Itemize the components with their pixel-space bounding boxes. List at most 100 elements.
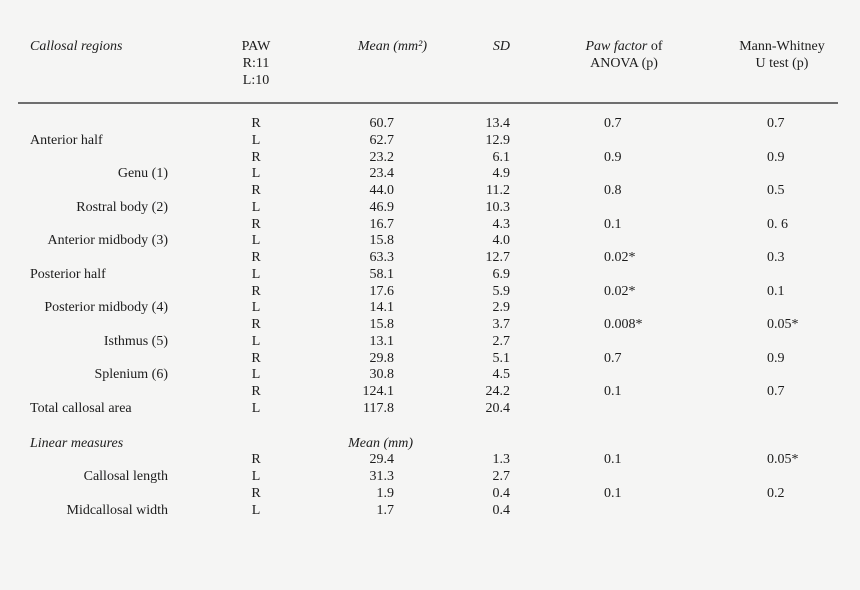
sd-cell: 13.4 bbox=[485, 116, 511, 131]
region-cell: Anterior half bbox=[30, 132, 103, 148]
mean-cell: 62.7 bbox=[369, 132, 395, 148]
sd-cell: 0.4 bbox=[492, 485, 511, 501]
paw-cell: L bbox=[251, 166, 261, 182]
anova-p-cell: 0.1 bbox=[604, 384, 622, 399]
mw-p-cell: 0.2 bbox=[767, 485, 785, 501]
paw-cell: R bbox=[251, 149, 261, 165]
sd-cell: 6.1 bbox=[492, 149, 511, 165]
paw-cell: L bbox=[251, 199, 261, 215]
anova-p-cell bbox=[510, 503, 700, 520]
sd-cell: 12.7 bbox=[485, 250, 511, 265]
header-mw-line1: Mann-Whitney bbox=[739, 39, 825, 54]
mean-cell: 44.0 bbox=[369, 183, 395, 198]
header-paw-label: PAW bbox=[241, 39, 271, 54]
table-row: R 16.7 4.3 0.1 0. 6 bbox=[30, 217, 830, 234]
sd-cell: 6.9 bbox=[492, 266, 511, 282]
paw-cell: L bbox=[251, 233, 261, 249]
anova-p-cell: 0.7 bbox=[604, 116, 622, 131]
paw-cell: R bbox=[251, 183, 261, 198]
paw-cell: R bbox=[251, 116, 261, 131]
mean-cell: 60.7 bbox=[369, 116, 395, 131]
region-cell bbox=[30, 250, 178, 267]
sd-cell: 4.3 bbox=[492, 216, 511, 232]
header-anova-p: Paw factor of ANOVA (p) bbox=[534, 38, 714, 72]
header-anova-line1: Paw factor of bbox=[534, 38, 714, 55]
mw-p-cell bbox=[700, 200, 830, 217]
paw-cell: L bbox=[251, 400, 261, 416]
paw-cell bbox=[178, 436, 334, 453]
mean-cell: 117.8 bbox=[363, 400, 394, 416]
region-cell: Callosal length bbox=[83, 469, 168, 484]
region-cell bbox=[30, 317, 178, 334]
table-row: Rostral body (2) L 46.9 10.3 bbox=[30, 200, 830, 217]
paw-cell: L bbox=[251, 132, 261, 148]
sd-cell: 4.5 bbox=[492, 367, 511, 383]
mw-p-cell bbox=[700, 367, 830, 384]
mw-p-cell: 0.9 bbox=[767, 350, 785, 366]
section-row-linear-measures: Linear measures Mean (mm) bbox=[30, 436, 830, 453]
region-cell: Splenium (6) bbox=[94, 367, 169, 383]
table-row: R 124.1 24.2 0.1 0.7 bbox=[30, 384, 830, 401]
anova-p-cell: 0.9 bbox=[604, 149, 622, 165]
mean-cell: 23.4 bbox=[369, 166, 395, 182]
region-cell bbox=[30, 284, 178, 301]
mw-p-cell bbox=[700, 233, 830, 250]
region-cell bbox=[30, 150, 178, 167]
region-cell bbox=[30, 351, 178, 368]
table-row: R 29.8 5.1 0.7 0.9 bbox=[30, 351, 830, 368]
anova-p-cell bbox=[510, 401, 700, 418]
region-cell bbox=[30, 116, 178, 133]
anova-p-cell bbox=[510, 200, 700, 217]
mw-p-cell: 0.5 bbox=[767, 183, 785, 198]
header-mean-mm2: Mean (mm²) bbox=[357, 39, 427, 54]
region-cell: Total callosal area bbox=[30, 400, 132, 416]
mean-cell: 124.1 bbox=[362, 384, 395, 399]
mw-p-cell: 0.7 bbox=[767, 116, 785, 131]
table-row: R 1.9 0.4 0.1 0.2 bbox=[30, 486, 830, 503]
mean-cell: 46.9 bbox=[369, 199, 395, 215]
anova-p-cell: 0.1 bbox=[604, 452, 622, 468]
paw-cell: R bbox=[251, 250, 261, 265]
anova-p-cell bbox=[510, 469, 700, 486]
sd-cell: 1.3 bbox=[492, 452, 511, 468]
header-sd: SD bbox=[492, 39, 510, 54]
region-cell bbox=[30, 486, 178, 503]
paw-cell: R bbox=[251, 216, 261, 232]
mean-cell: 15.8 bbox=[369, 317, 395, 332]
mean-cell: 29.8 bbox=[369, 350, 395, 366]
mean-cell: 63.3 bbox=[369, 250, 395, 265]
mw-p-cell bbox=[700, 166, 830, 183]
linear-mean-header: Mean (mm) bbox=[348, 435, 413, 451]
sd-cell: 10.3 bbox=[485, 199, 511, 215]
mw-p-cell: 0. 6 bbox=[767, 216, 788, 232]
region-cell bbox=[30, 217, 178, 234]
paw-cell: L bbox=[251, 469, 261, 484]
region-cell: Midcallosal width bbox=[66, 502, 169, 518]
mean-cell: 14.1 bbox=[369, 300, 395, 316]
table-row: R 15.8 3.7 0.008* 0.05* bbox=[30, 317, 830, 334]
mean-cell: 58.1 bbox=[369, 266, 395, 282]
sd-cell: 5.1 bbox=[492, 350, 511, 366]
sd-cell: 12.9 bbox=[485, 132, 511, 148]
table-row: Midcallosal width L 1.7 0.4 bbox=[30, 503, 830, 520]
table-row: Isthmus (5) L 13.1 2.7 bbox=[30, 334, 830, 351]
sd-cell: 3.7 bbox=[492, 317, 511, 332]
anova-p-cell bbox=[510, 133, 700, 150]
region-cell: Isthmus (5) bbox=[103, 333, 168, 349]
mw-p-cell bbox=[700, 267, 830, 284]
anova-p-cell bbox=[510, 233, 700, 250]
sd-cell: 0.4 bbox=[492, 502, 511, 518]
paw-cell: L bbox=[251, 300, 261, 316]
anova-p-cell bbox=[510, 166, 700, 183]
region-cell: Posterior half bbox=[30, 266, 106, 282]
header-anova-of: of bbox=[647, 39, 663, 54]
header-callosal-regions: Callosal regions bbox=[30, 39, 123, 54]
sd-cell: 20.4 bbox=[485, 400, 511, 416]
header-rule bbox=[18, 102, 838, 104]
mw-p-cell bbox=[700, 334, 830, 351]
anova-p-cell: 0.02* bbox=[604, 250, 636, 265]
anova-p-cell: 0.02* bbox=[604, 283, 636, 299]
paw-cell: L bbox=[251, 333, 261, 349]
mean-cell: 16.7 bbox=[369, 216, 395, 232]
mw-p-cell: 0.1 bbox=[767, 283, 785, 299]
